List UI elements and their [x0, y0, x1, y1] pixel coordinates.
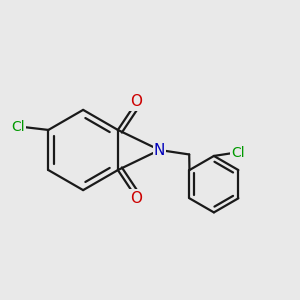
Text: Cl: Cl [231, 146, 244, 160]
Text: N: N [154, 142, 165, 158]
Text: O: O [130, 94, 142, 110]
Text: Cl: Cl [11, 120, 25, 134]
Text: O: O [130, 190, 142, 206]
